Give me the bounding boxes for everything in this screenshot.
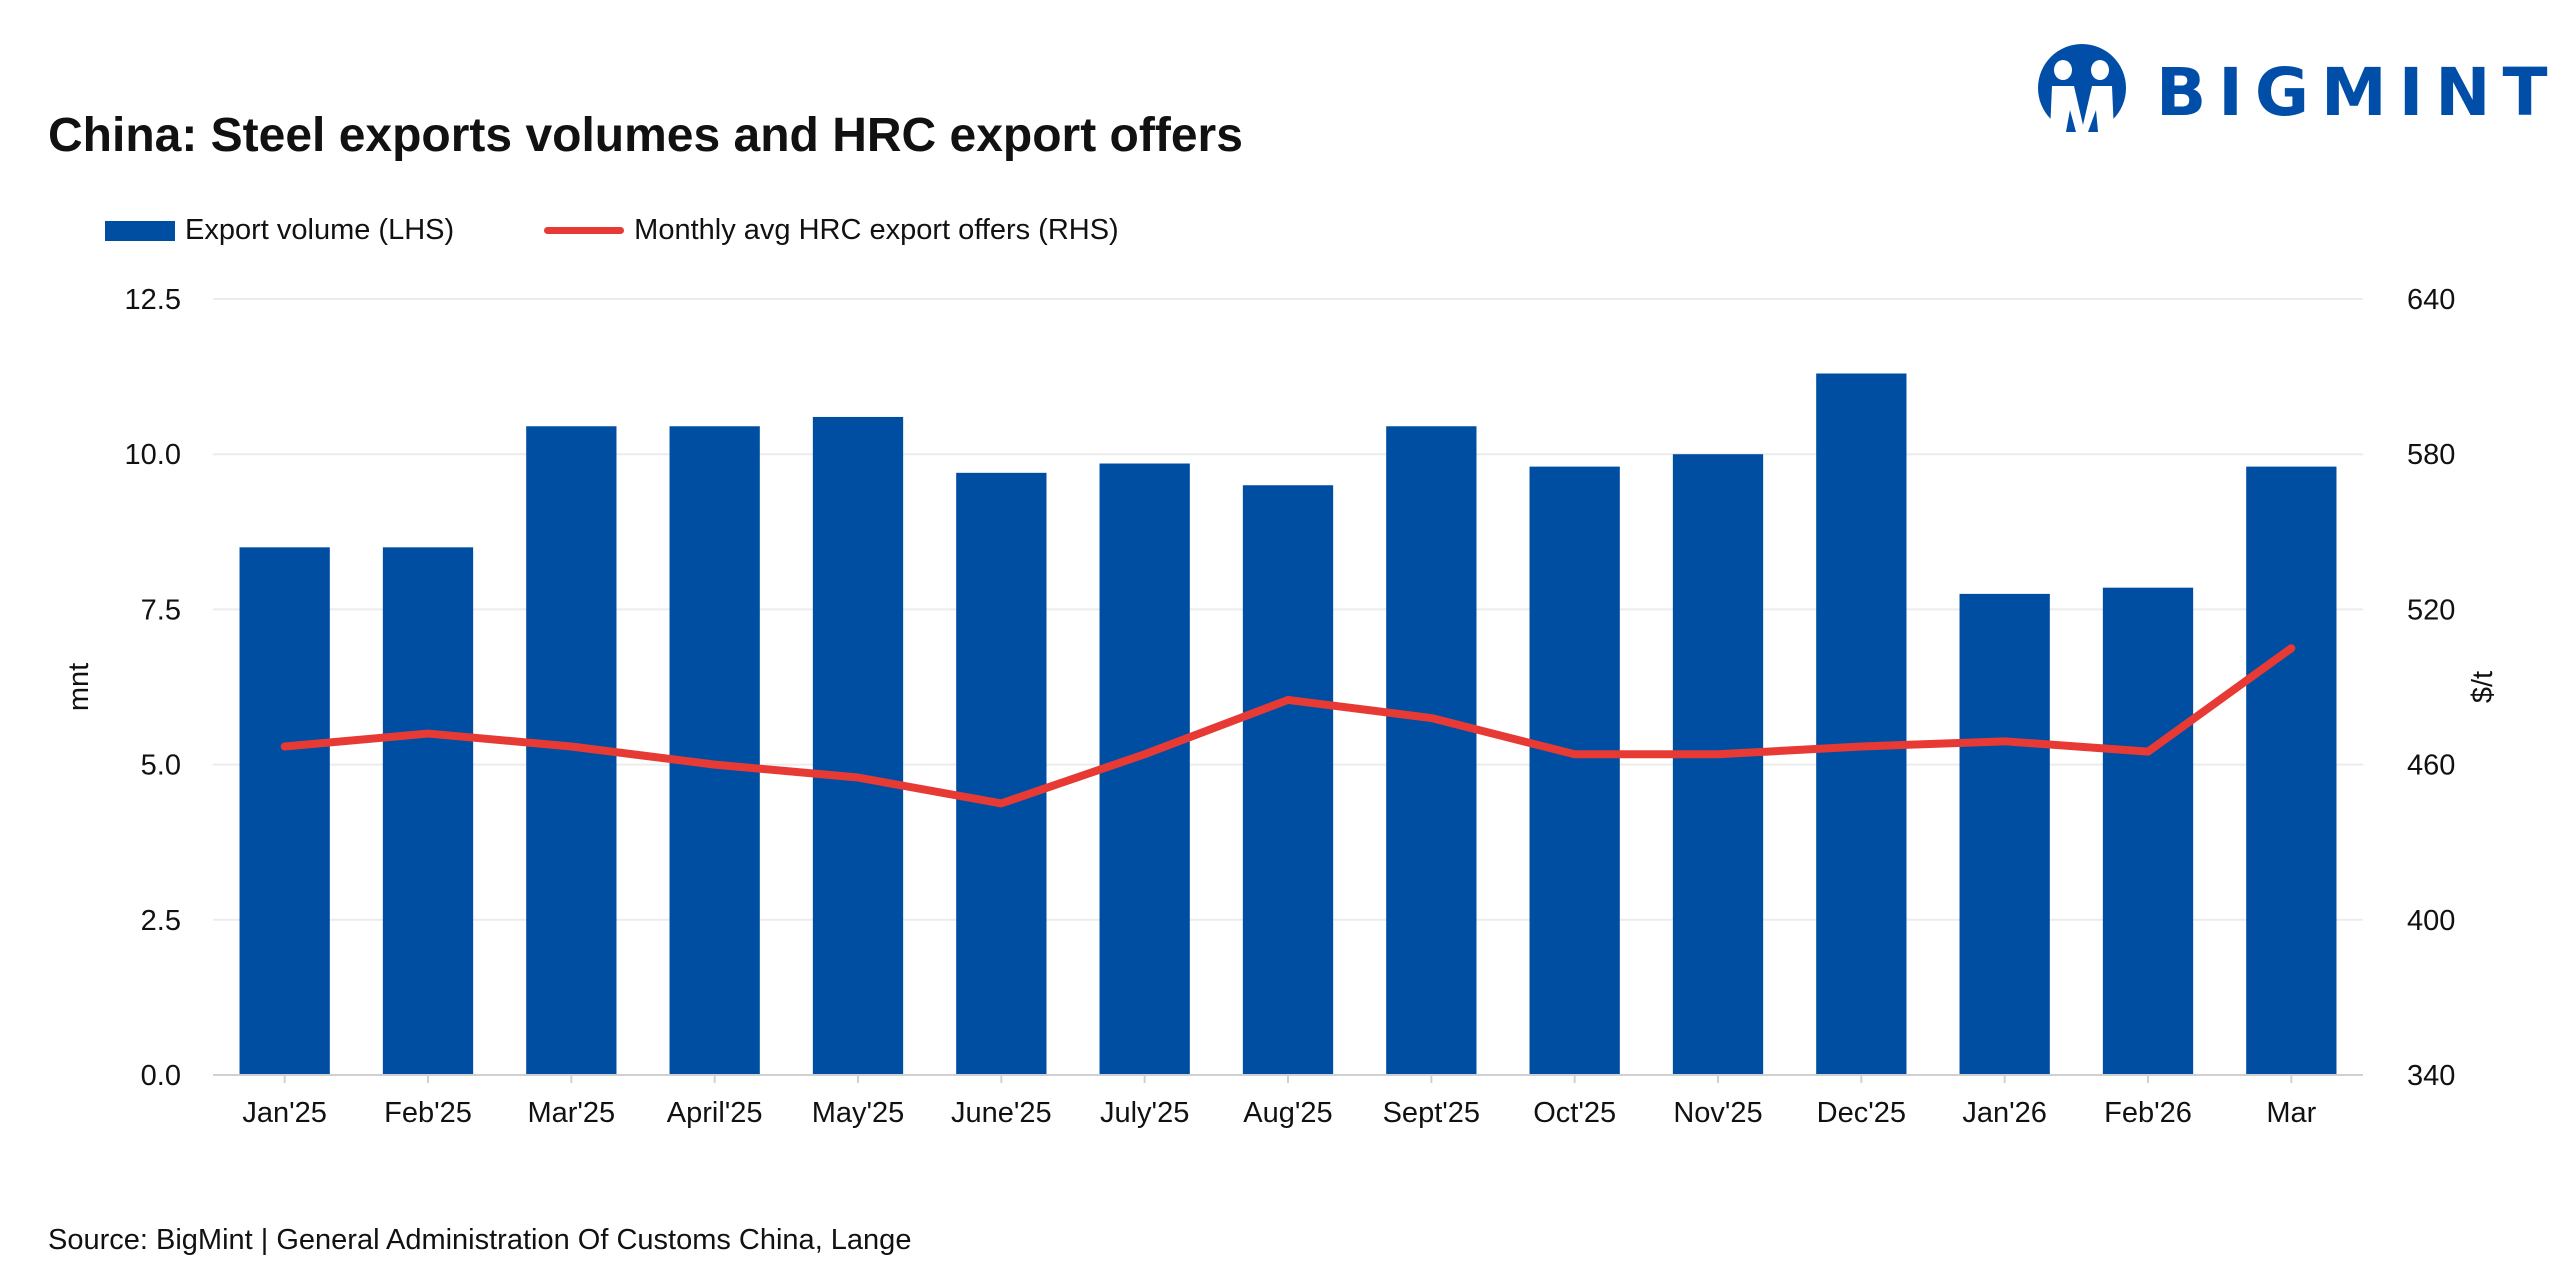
x-tick-label: Jan'26 [1962,1097,2047,1129]
y-tick-label: 5.0 [141,750,181,782]
bar [2102,587,2194,1075]
x-tick-label: Dec'25 [1817,1097,1906,1129]
y-tick-label: 10.0 [125,439,181,471]
legend-label: Monthly avg HRC export offers (RHS) [634,214,1119,246]
y2-tick-label: 580 [2407,439,2455,471]
bar [1816,373,1907,1076]
bar [1672,454,1764,1075]
y2-tick-label: 340 [2407,1060,2455,1092]
legend-item-export-volume: Export volume (LHS) [105,214,454,247]
y2-tick-label: 640 [2407,284,2455,316]
y-tick-label: 2.5 [141,905,181,937]
bigmint-logo: BIGMINT [2030,40,2560,144]
y2-axis-label: $/t [2467,671,2499,703]
x-tick-label: Mar'25 [527,1097,615,1129]
x-tick-label: Feb'25 [384,1097,472,1129]
legend-swatch-line [544,227,625,234]
logo-icon [2038,44,2126,140]
chart-title: China: Steel exports volumes and HRC exp… [48,109,1243,162]
x-tick-label: Jan'25 [242,1097,327,1129]
bar [669,426,760,1075]
x-tick-label: June'25 [951,1097,1052,1129]
y-axis-label: mnt [63,663,95,711]
bar [1959,593,2050,1075]
x-tick-label: Sept'25 [1383,1097,1480,1129]
y2-tick-label: 400 [2407,905,2455,937]
bar [382,547,474,1075]
legend-label: Export volume (LHS) [185,214,455,246]
x-tick-label: May'25 [812,1097,905,1129]
y-tick-label: 0.0 [141,1060,181,1092]
x-tick-label: Nov'25 [1673,1097,1762,1129]
x-tick-label: April'25 [667,1097,763,1129]
x-tick-label: Oct'25 [1533,1097,1616,1129]
bar [1099,463,1190,1076]
bar [239,547,330,1075]
y2-tick-label: 460 [2407,750,2455,782]
legend-item-hrc-offers: Monthly avg HRC export offers (RHS) [544,214,1119,247]
legend-swatch-bar [105,220,175,241]
y2-tick-label: 520 [2407,594,2455,626]
x-tick-label: Aug'25 [1243,1097,1332,1129]
y-tick-label: 7.5 [141,594,181,626]
bar [956,472,1047,1076]
x-tick-label: Mar [2266,1097,2316,1129]
logo-text: BIGMINT [2156,53,2560,131]
y-tick-label: 12.5 [125,284,181,316]
x-tick-label: Feb'26 [2104,1097,2192,1129]
legend: Export volume (LHS) Monthly avg HRC expo… [105,214,1209,247]
bar [2246,466,2337,1076]
bar [1242,485,1334,1075]
bar [812,416,904,1075]
source-note: Source: BigMint | General Administration… [48,1224,912,1256]
bar [1529,466,1620,1076]
x-tick-label: July'25 [1100,1097,1189,1129]
bar [1386,426,1477,1075]
